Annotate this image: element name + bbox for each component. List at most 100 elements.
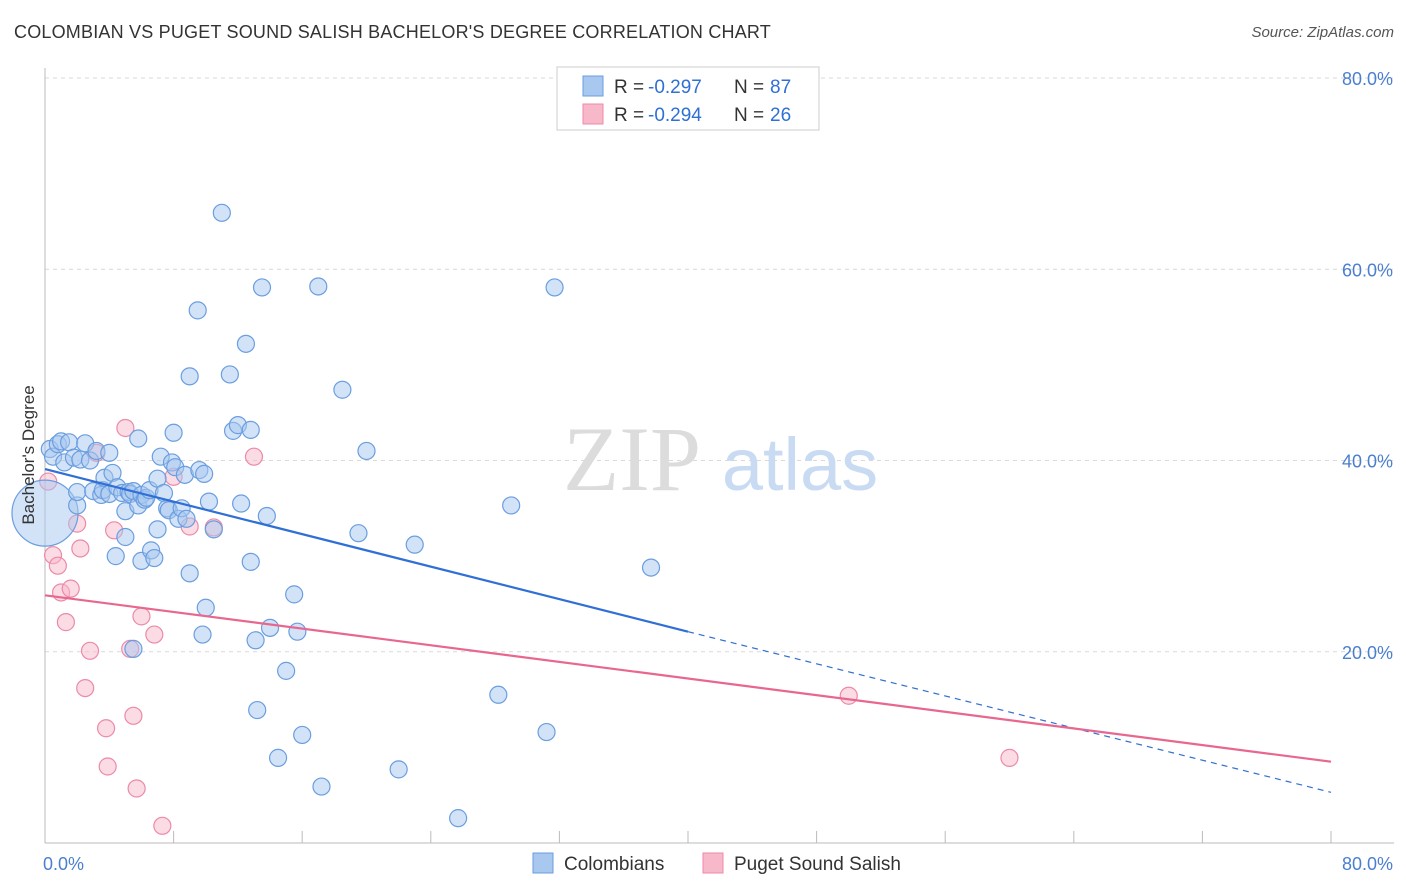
data-point (153, 816, 172, 835)
legend-swatch-pink (582, 103, 604, 125)
data-point (312, 777, 331, 796)
data-point (241, 552, 260, 571)
data-point (220, 365, 239, 384)
data-point (145, 548, 164, 568)
source-label: Source: ZipAtlas.com (1251, 24, 1394, 41)
chart-title: COLOMBIAN VS PUGET SOUND SALISH BACHELOR… (14, 22, 771, 42)
data-point (177, 509, 196, 528)
y-tick-label: 20.0% (1342, 643, 1393, 663)
bottom-legend-label: Colombians (564, 854, 664, 875)
data-point (357, 441, 376, 461)
data-point (389, 760, 408, 779)
data-point (293, 725, 312, 745)
watermark: ZIP atlas (563, 408, 878, 510)
legend-n-label: N = (734, 105, 764, 126)
trend-line-colombians (44, 468, 689, 633)
data-point (641, 558, 661, 577)
data-point (257, 506, 276, 526)
trend-line-colombians-extension (687, 631, 1332, 793)
data-point (244, 447, 264, 466)
bottom-legend-label: Puget Sound Salish (734, 854, 901, 875)
data-point (288, 622, 307, 641)
legend-n-value: 87 (770, 77, 791, 98)
data-point (145, 625, 164, 644)
y-tick-label: 60.0% (1342, 260, 1393, 280)
data-point (196, 598, 215, 617)
data-point (204, 520, 223, 539)
data-point (449, 809, 468, 828)
trend-line-puget-sound-salish (44, 594, 1332, 763)
data-point (76, 678, 95, 698)
legend-swatch-blue (582, 75, 604, 97)
data-point (180, 367, 199, 386)
data-point (405, 535, 424, 554)
data-point (127, 779, 146, 798)
data-point (100, 443, 119, 462)
watermark-atlas: atlas (722, 423, 878, 506)
data-point (285, 585, 304, 604)
data-point (489, 685, 508, 704)
data-point (68, 482, 87, 502)
legend-r-label: R = (614, 77, 644, 98)
legend-r-value: -0.297 (648, 77, 702, 98)
data-point (212, 203, 231, 222)
data-point (241, 420, 260, 439)
data-point (195, 464, 214, 483)
legend-n-value: 26 (770, 105, 791, 126)
data-point (106, 547, 125, 566)
data-point (333, 380, 352, 399)
data-point (132, 607, 151, 626)
data-point (180, 564, 199, 583)
y-axis-label: Bachelor's Degree (19, 385, 38, 524)
bottom-legend-swatch-colombians (532, 852, 554, 874)
data-point (48, 556, 67, 575)
data-point (199, 492, 219, 511)
data-point (268, 748, 288, 767)
legend-r-label: R = (614, 105, 644, 126)
data-point (116, 418, 135, 438)
data-point (252, 278, 272, 297)
data-point (502, 496, 521, 515)
trend-lines (44, 468, 1332, 793)
data-point (248, 700, 267, 720)
data-point (116, 527, 135, 547)
data-point (839, 686, 858, 705)
legend: R = -0.297 N = 87 R = -0.294 N = 26 (556, 66, 820, 131)
data-point (60, 433, 79, 452)
data-point (98, 757, 117, 776)
data-point (129, 429, 148, 448)
data-point (148, 520, 167, 539)
data-point (309, 277, 328, 296)
data-point (232, 494, 251, 513)
data-point (164, 423, 183, 442)
data-point (188, 301, 207, 320)
bottom-legend-swatch-puget-sound-salish (702, 852, 724, 874)
data-point (80, 641, 100, 660)
x-tick-label: 0.0% (43, 854, 84, 874)
data-point (246, 631, 265, 650)
y-tick-labels: 20.0% 40.0% 60.0% 80.0% (1342, 69, 1393, 663)
x-tick-label: 80.0% (1342, 854, 1393, 874)
bottom-legend: Colombians Puget Sound Salish (532, 852, 901, 875)
legend-r-value: -0.294 (648, 105, 702, 126)
data-point (124, 706, 143, 725)
data-point (1000, 748, 1019, 767)
data-point (236, 334, 256, 353)
data-point (61, 579, 80, 598)
y-tick-label: 80.0% (1342, 69, 1393, 89)
watermark-zip: ZIP (563, 408, 701, 510)
data-point (56, 613, 75, 632)
y-tick-label: 40.0% (1342, 452, 1393, 472)
data-point (537, 722, 556, 742)
data-point (260, 618, 280, 637)
legend-n-label: N = (734, 77, 764, 98)
data-point (193, 625, 212, 644)
data-point (71, 539, 90, 558)
data-point (96, 719, 116, 738)
data-point (124, 639, 143, 658)
data-point (277, 661, 296, 680)
x-tick-labels: 0.0% 80.0% (43, 854, 1393, 874)
data-point (349, 524, 368, 543)
data-point (545, 278, 564, 297)
